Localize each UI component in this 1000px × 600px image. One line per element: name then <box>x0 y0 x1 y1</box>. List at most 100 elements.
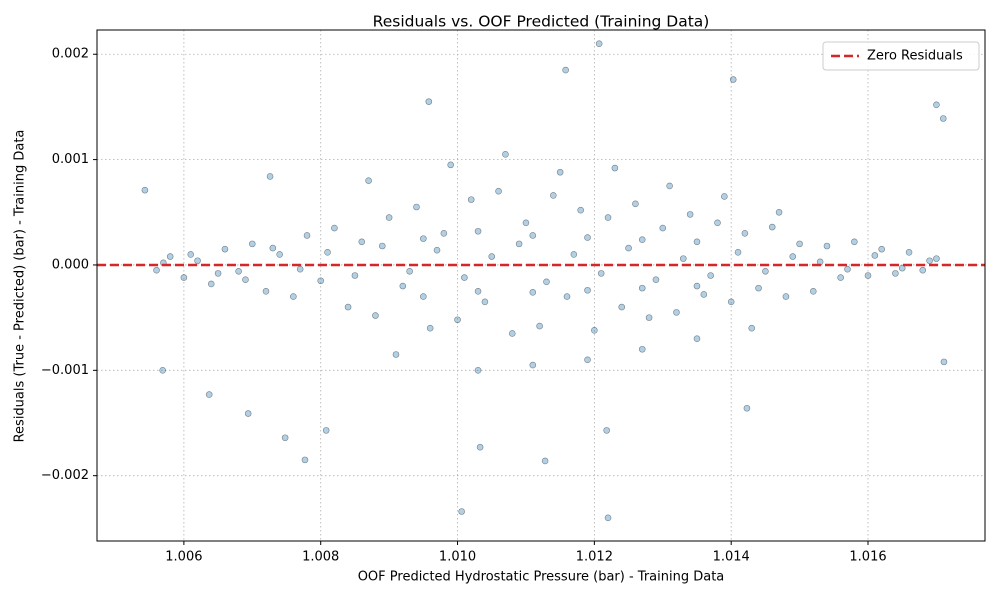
y-tick-label: −0.002 <box>41 468 89 483</box>
scatter-point <box>205 391 213 398</box>
scatter-point <box>940 358 948 366</box>
scatter-point <box>351 272 359 279</box>
scatter-point <box>562 66 569 74</box>
scatter-point <box>591 326 598 334</box>
scatter-point <box>194 257 201 265</box>
scatter-point <box>322 427 330 434</box>
scatter-point <box>303 232 311 239</box>
y-axis-label: Residuals (True - Predicted) (bar) - Tra… <box>13 130 28 443</box>
scatter-point <box>796 240 803 248</box>
scatter-point <box>508 330 516 337</box>
scatter-point <box>686 211 694 218</box>
scatter-point <box>420 235 427 242</box>
scatter-point <box>426 324 434 332</box>
scatter-point <box>638 236 646 243</box>
scatter-point <box>543 278 550 286</box>
scatter-point <box>461 274 468 281</box>
scatter-point <box>447 161 454 169</box>
scatter-point <box>584 286 591 294</box>
scatter-point <box>714 219 721 227</box>
scatter-point <box>344 303 352 311</box>
x-tick-label: 1.008 <box>302 550 339 565</box>
scatter-point <box>618 303 626 311</box>
scatter-point <box>625 244 632 252</box>
scatter-point <box>244 410 252 417</box>
scatter-point <box>290 293 297 300</box>
scatter-point <box>392 351 400 358</box>
scatter-point <box>214 270 222 277</box>
y-tick-label: 0.000 <box>52 257 89 272</box>
scatter-point <box>556 168 564 176</box>
scatter-point <box>166 253 174 260</box>
scatter-point <box>529 361 537 369</box>
scatter-point <box>933 255 940 262</box>
scatter-point <box>700 291 708 298</box>
x-tick-label: 1.006 <box>165 550 202 565</box>
scatter-point <box>207 280 215 288</box>
scatter-point <box>878 245 885 253</box>
scatter-point <box>584 234 591 241</box>
x-tick-label: 1.012 <box>576 550 613 565</box>
scatter-point <box>844 265 851 273</box>
scatter-point <box>603 427 610 434</box>
scatter-point <box>425 98 433 105</box>
scatter-point <box>141 186 149 194</box>
scatter-point <box>638 284 646 292</box>
scatter-point <box>454 316 461 324</box>
legend-label: Zero Residuals <box>867 49 963 64</box>
scatter-point <box>433 246 441 254</box>
scatter-point <box>495 187 502 195</box>
scatter-point <box>413 203 420 211</box>
y-tick-label: −0.001 <box>41 363 89 378</box>
x-tick-label: 1.014 <box>713 550 750 565</box>
scatter-point <box>536 322 543 330</box>
scatter-point <box>317 277 325 285</box>
scatter-point <box>748 324 756 332</box>
scatter-point <box>743 404 751 412</box>
scatter-point <box>242 276 249 284</box>
scatter-point <box>823 242 831 250</box>
scatter-point <box>659 224 667 232</box>
scatter-point <box>762 267 769 275</box>
chart-title: Residuals vs. OOF Predicted (Training Da… <box>373 13 710 31</box>
scatter-point <box>693 282 701 290</box>
scatter-point <box>458 508 465 515</box>
scatter-point <box>755 284 762 292</box>
scatter-point <box>604 214 612 221</box>
scatter-point <box>488 253 496 260</box>
x-tick-label: 1.016 <box>849 550 886 565</box>
scatter-point <box>595 40 603 47</box>
scatter-point <box>577 206 584 214</box>
scatter-point <box>262 287 270 295</box>
scatter-point <box>180 274 188 281</box>
scatter-point <box>734 249 742 256</box>
scatter-point <box>632 200 639 208</box>
scatter-point <box>727 298 735 306</box>
x-tick-label: 1.010 <box>439 550 476 565</box>
scatter-point <box>385 214 393 221</box>
scatter-point <box>645 314 653 321</box>
scatter-point <box>522 219 530 227</box>
scatter-point <box>604 514 612 522</box>
scatter-point <box>467 196 475 203</box>
scatter-point <box>378 242 386 250</box>
scatter-point <box>440 230 448 237</box>
scatter-point <box>741 230 749 237</box>
scatter-point <box>652 276 660 284</box>
scatter-point <box>707 272 714 279</box>
scatter-point <box>926 257 933 265</box>
scatter-point <box>399 282 407 290</box>
scatter-point <box>153 266 160 274</box>
scatter-point <box>789 253 797 260</box>
scatter-point <box>481 298 489 306</box>
scatter-point <box>331 224 338 232</box>
scatter-point <box>406 267 413 275</box>
scatter-point <box>296 265 304 273</box>
scatter-point <box>563 293 571 300</box>
scatter-point <box>673 309 680 316</box>
scatter-point <box>515 240 523 248</box>
scatter-point <box>266 173 274 180</box>
scatter-point <box>358 238 366 246</box>
